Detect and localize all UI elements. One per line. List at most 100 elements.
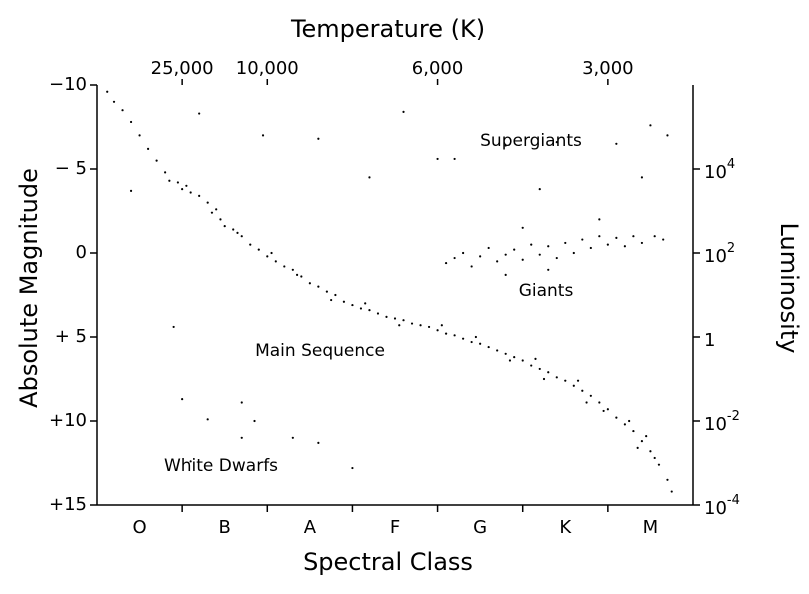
y2-tick-label: 1: [704, 330, 715, 351]
star-point: [496, 260, 499, 263]
star-point: [474, 335, 477, 339]
y2-tick-exponent: -4: [727, 493, 740, 508]
star-point: [146, 147, 150, 150]
star-point: [317, 137, 320, 140]
star-point: [542, 377, 546, 381]
star-point: [636, 446, 639, 449]
star-point: [308, 282, 311, 285]
star-point: [653, 235, 656, 238]
y-axis-title: Absolute Magnitude: [15, 168, 43, 408]
star-point: [632, 429, 635, 433]
star-point: [538, 253, 541, 256]
star-point: [615, 236, 618, 239]
x2-tick-label: 25,000: [151, 58, 214, 79]
star-point: [479, 255, 482, 258]
star-point: [615, 416, 618, 419]
star-point: [534, 357, 537, 360]
y2-tick-base: 10: [704, 162, 727, 183]
star-point: [206, 418, 209, 421]
star-point: [547, 245, 550, 248]
star-point: [121, 109, 124, 112]
star-point: [589, 246, 592, 250]
star-point: [479, 342, 482, 345]
star-point: [219, 218, 222, 221]
y-tick-label: +10: [49, 410, 87, 431]
star-point: [223, 225, 226, 228]
star-point: [453, 157, 456, 161]
x-tick-label: K: [559, 517, 572, 538]
star-point: [623, 245, 626, 248]
star-point: [440, 324, 443, 327]
star-point: [581, 238, 584, 241]
star-point: [555, 256, 558, 260]
star-point: [547, 371, 550, 374]
star-point: [496, 349, 499, 352]
star-point: [547, 268, 550, 271]
star-point: [240, 235, 243, 238]
star-point: [334, 293, 337, 297]
star-point: [640, 440, 644, 443]
star-point: [444, 261, 448, 265]
y2-tick-base: 10: [704, 414, 727, 435]
star-point: [249, 243, 252, 246]
star-point: [291, 268, 294, 271]
star-point: [462, 337, 465, 340]
star-point: [351, 303, 354, 307]
x-tick-label: B: [219, 517, 231, 538]
star-point: [572, 384, 575, 387]
star-point: [662, 238, 665, 241]
x-tick-label: M: [643, 517, 659, 538]
star-point: [628, 419, 631, 423]
star-point: [513, 248, 516, 251]
star-point: [521, 226, 524, 229]
star-point: [521, 359, 524, 362]
star-point: [129, 189, 133, 192]
star-point: [436, 157, 439, 161]
star-point: [487, 246, 490, 250]
star-point: [402, 319, 405, 322]
annotation: White Dwarfs: [164, 456, 278, 476]
y-tick-label: + 5: [55, 326, 87, 347]
x-tick-label: A: [304, 517, 317, 538]
star-point: [632, 235, 635, 238]
star-point: [504, 273, 507, 276]
star-point: [598, 218, 601, 221]
star-point: [274, 260, 277, 263]
star-point: [530, 364, 533, 367]
annotation: Giants: [519, 281, 574, 301]
star-point: [453, 334, 456, 337]
star-point: [589, 394, 592, 397]
star-point: [368, 176, 371, 179]
star-point: [572, 251, 575, 255]
star-point: [176, 181, 179, 184]
star-point: [106, 90, 109, 93]
star-point: [649, 124, 652, 127]
star-point: [189, 460, 192, 463]
star-point: [295, 273, 299, 276]
star-point: [300, 275, 303, 278]
star-point: [172, 325, 175, 329]
y2-axis-title: Luminosity: [775, 223, 803, 354]
star-point: [555, 141, 558, 144]
star-point: [487, 345, 490, 349]
y2-tick-base: 10: [704, 246, 727, 267]
star-point: [564, 379, 567, 382]
star-point: [317, 441, 320, 444]
star-point: [470, 340, 473, 344]
star-point: [385, 315, 388, 318]
star-point: [330, 298, 333, 302]
star-point: [581, 389, 584, 392]
star-point: [364, 302, 367, 305]
star-point: [513, 356, 516, 359]
star-point: [653, 456, 656, 460]
star-point: [402, 110, 405, 113]
star-point: [606, 408, 609, 411]
star-point: [470, 265, 473, 268]
star-point: [521, 258, 524, 261]
star-point: [198, 112, 201, 115]
y-tick-label: − 5: [55, 158, 87, 179]
x2-tick-label: 6,000: [412, 58, 464, 79]
star-point: [444, 332, 448, 335]
star-point: [640, 241, 644, 245]
